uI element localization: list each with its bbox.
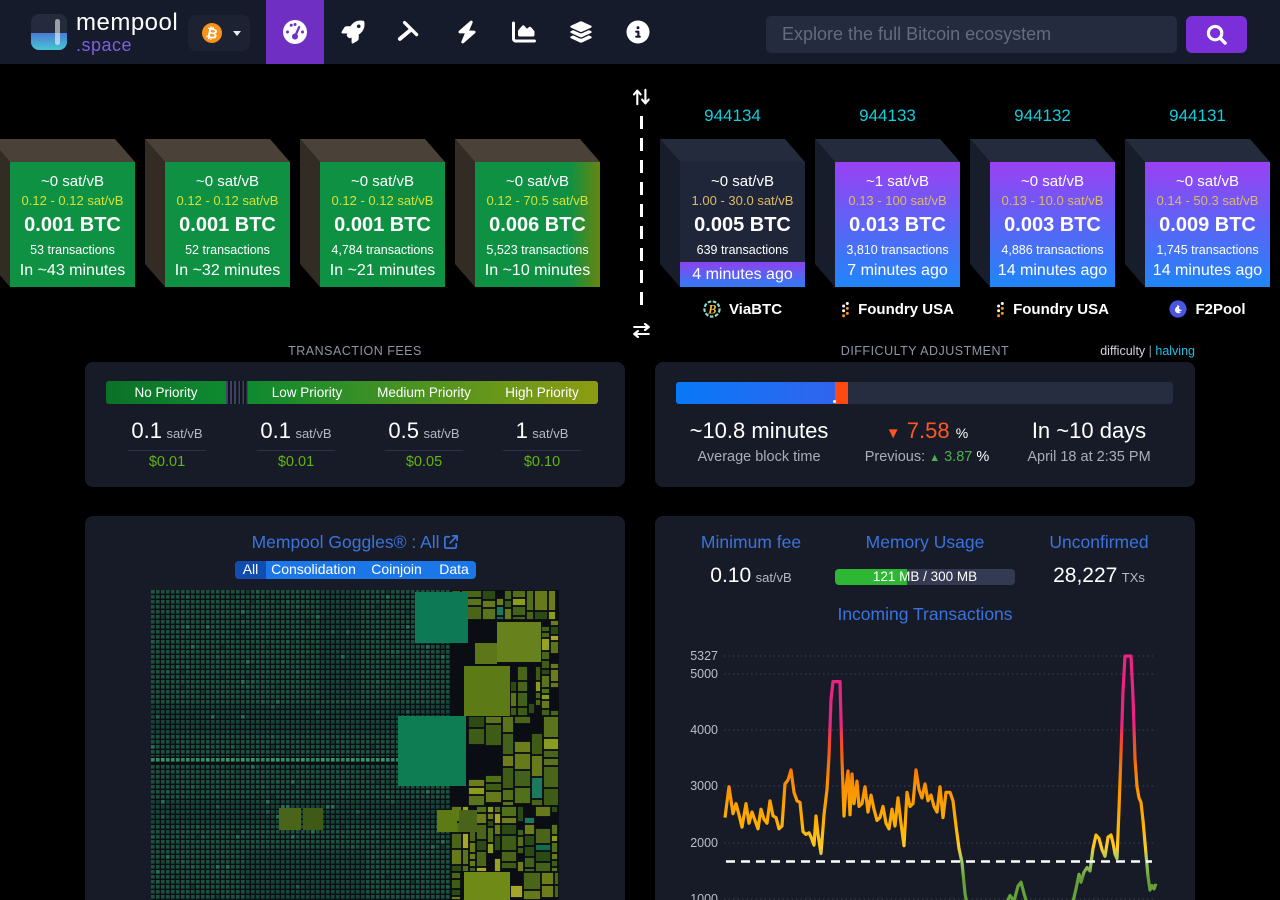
svg-text:2000: 2000	[690, 836, 718, 850]
svg-text:3000: 3000	[690, 779, 718, 793]
svg-text:B: B	[707, 302, 716, 316]
svg-text:4000: 4000	[690, 723, 718, 737]
svg-text:5000: 5000	[690, 667, 718, 681]
svg-text:1000: 1000	[690, 892, 718, 900]
svg-text:5327: 5327	[690, 649, 718, 663]
